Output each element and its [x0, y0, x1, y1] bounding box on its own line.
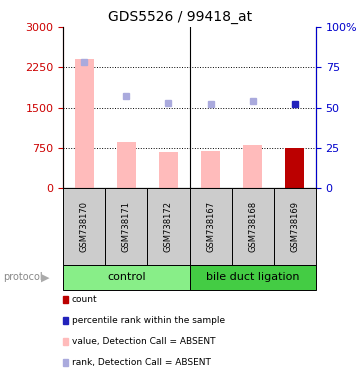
Bar [243, 145, 262, 188]
Text: ▶: ▶ [41, 272, 49, 283]
Text: percentile rank within the sample: percentile rank within the sample [72, 316, 225, 325]
Text: GSM738170: GSM738170 [80, 201, 89, 252]
Text: GSM738172: GSM738172 [164, 201, 173, 252]
Text: bile duct ligation: bile duct ligation [206, 272, 300, 283]
Bar [117, 142, 136, 188]
Text: GSM738169: GSM738169 [290, 201, 299, 252]
Text: GDS5526 / 99418_at: GDS5526 / 99418_at [108, 10, 253, 23]
Bar [159, 152, 178, 188]
Bar [75, 59, 94, 188]
Bar [285, 148, 304, 188]
Text: rank, Detection Call = ABSENT: rank, Detection Call = ABSENT [72, 358, 211, 367]
Text: value, Detection Call = ABSENT: value, Detection Call = ABSENT [72, 337, 216, 346]
Text: GSM738171: GSM738171 [122, 201, 131, 252]
Text: GSM738168: GSM738168 [248, 201, 257, 252]
Text: control: control [107, 272, 145, 283]
Bar [201, 151, 220, 188]
Text: count: count [72, 295, 97, 304]
Text: GSM738167: GSM738167 [206, 201, 215, 252]
Text: protocol: protocol [4, 272, 43, 283]
